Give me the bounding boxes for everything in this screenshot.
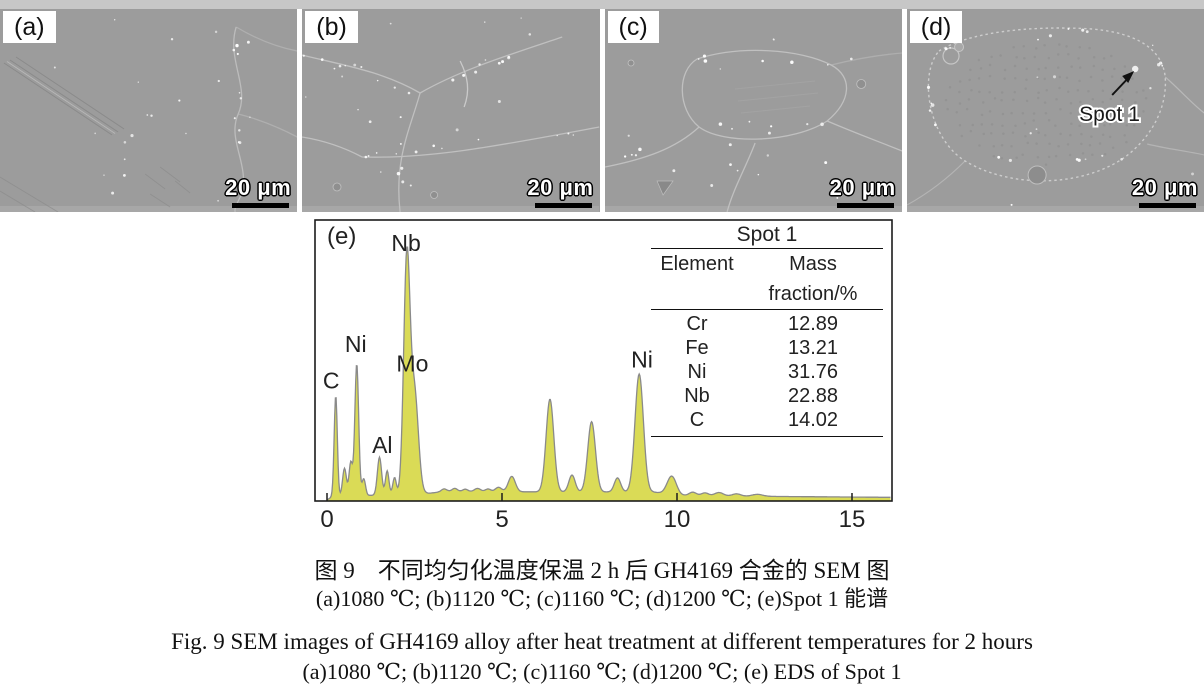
peak-label-c: C — [323, 368, 340, 394]
scale-line — [1139, 203, 1196, 208]
sem-panel-b: (b) 20 μm — [302, 9, 600, 212]
table-title: Spot 1 — [651, 222, 883, 249]
sem-panels-row: (a) 20 μm — [0, 9, 1204, 212]
sem-panel-a: (a) 20 μm — [0, 9, 298, 212]
table-row: C 14.02 — [651, 408, 883, 432]
x-tick-label: 15 — [839, 506, 866, 532]
table-row: Ni 31.76 — [651, 360, 883, 384]
caption-en-title: Fig. 9 SEM images of GH4169 alloy after … — [171, 629, 1033, 654]
table-row: Nb 22.88 — [651, 384, 883, 408]
column-header-element: Element — [660, 253, 734, 275]
scale-line — [534, 203, 592, 208]
panel-letter: (a) — [14, 13, 45, 41]
panel-letter: (b) — [316, 13, 347, 41]
mass-fraction-cell: 31.76 — [787, 361, 839, 383]
x-tick-label: 5 — [495, 506, 508, 532]
x-tick-label: 10 — [664, 506, 691, 532]
caption-en-subtitle: (a)1080 ℃; (b)1120 ℃; (c)1160 ℃; (d)1200… — [302, 659, 902, 684]
element-cell: Cr — [686, 313, 708, 335]
table-row: Fe 13.21 — [651, 336, 883, 360]
eds-inset-table: Spot 1 Element Mass fraction/% Cr 12.89 Fe… — [651, 222, 883, 437]
sem-panel-c: (c) 20 μm — [604, 9, 902, 212]
peak-label-ni: Ni — [345, 331, 367, 357]
panel-label-b: (b) — [305, 11, 358, 43]
panel-label-a: (a) — [3, 11, 56, 43]
x-tick-label: 0 — [320, 506, 333, 532]
spot-arrow-icon — [1111, 71, 1134, 96]
peak-label-nb: Nb — [391, 230, 420, 256]
scale-line — [232, 203, 290, 208]
table-header: Element Mass fraction/% — [651, 249, 883, 310]
panel-letter: (c) — [618, 13, 648, 41]
element-cell: C — [689, 409, 705, 431]
scale-label: 20 μm — [1131, 175, 1198, 200]
sem-panel-d: Spot 1 (d) 20 μm — [906, 9, 1204, 212]
scale-label: 20 μm — [527, 175, 594, 200]
peak-label-al: Al — [372, 432, 392, 458]
mass-fraction-cell: 22.88 — [787, 385, 839, 407]
scale-bar-a: 20 μm — [225, 175, 291, 208]
panel-label-e: (e) — [327, 223, 357, 250]
table-row: Cr 12.89 — [651, 312, 883, 336]
spot-annotation: Spot 1 — [1079, 103, 1140, 126]
caption-zh-title: 图 9 不同均匀化温度保温 2 h 后 GH4169 合金的 SEM 图 — [314, 558, 890, 583]
scale-label: 20 μm — [829, 175, 896, 200]
peak-label-ni: Ni — [631, 347, 653, 373]
scale-bar-d: 20 μm — [1132, 175, 1198, 208]
mass-fraction-cell: 12.89 — [787, 313, 839, 335]
table-body: Cr 12.89 Fe 13.21 Ni 31.76 Nb 22.88 C 14.02 — [651, 310, 883, 437]
mass-fraction-cell: 13.21 — [787, 337, 839, 359]
element-cell: Nb — [684, 385, 710, 407]
scale-line — [836, 203, 894, 208]
scale-label: 20 μm — [225, 175, 292, 200]
peak-label-mo: Mo — [396, 351, 428, 377]
element-cell: Ni — [687, 361, 707, 383]
eds-chart: 0 5 10 15 C Ni Al Nb Mo Ni (e) Spot 1 Element Mas… — [313, 216, 904, 533]
column-header-mass-fraction: Mass fraction/% — [768, 253, 858, 305]
panel-letter: (d) — [920, 13, 952, 41]
scale-bar-c: 20 μm — [830, 175, 896, 208]
scale-bar-b: 20 μm — [527, 175, 593, 208]
mass-fraction-cell: 14.02 — [787, 409, 839, 431]
top-strip — [0, 0, 1204, 9]
panel-label-d: (d) — [909, 11, 963, 43]
caption-zh-subtitle: (a)1080 ℃; (b)1120 ℃; (c)1160 ℃; (d)1200… — [315, 586, 889, 611]
element-cell: Fe — [685, 337, 709, 359]
panel-label-c: (c) — [607, 11, 659, 43]
